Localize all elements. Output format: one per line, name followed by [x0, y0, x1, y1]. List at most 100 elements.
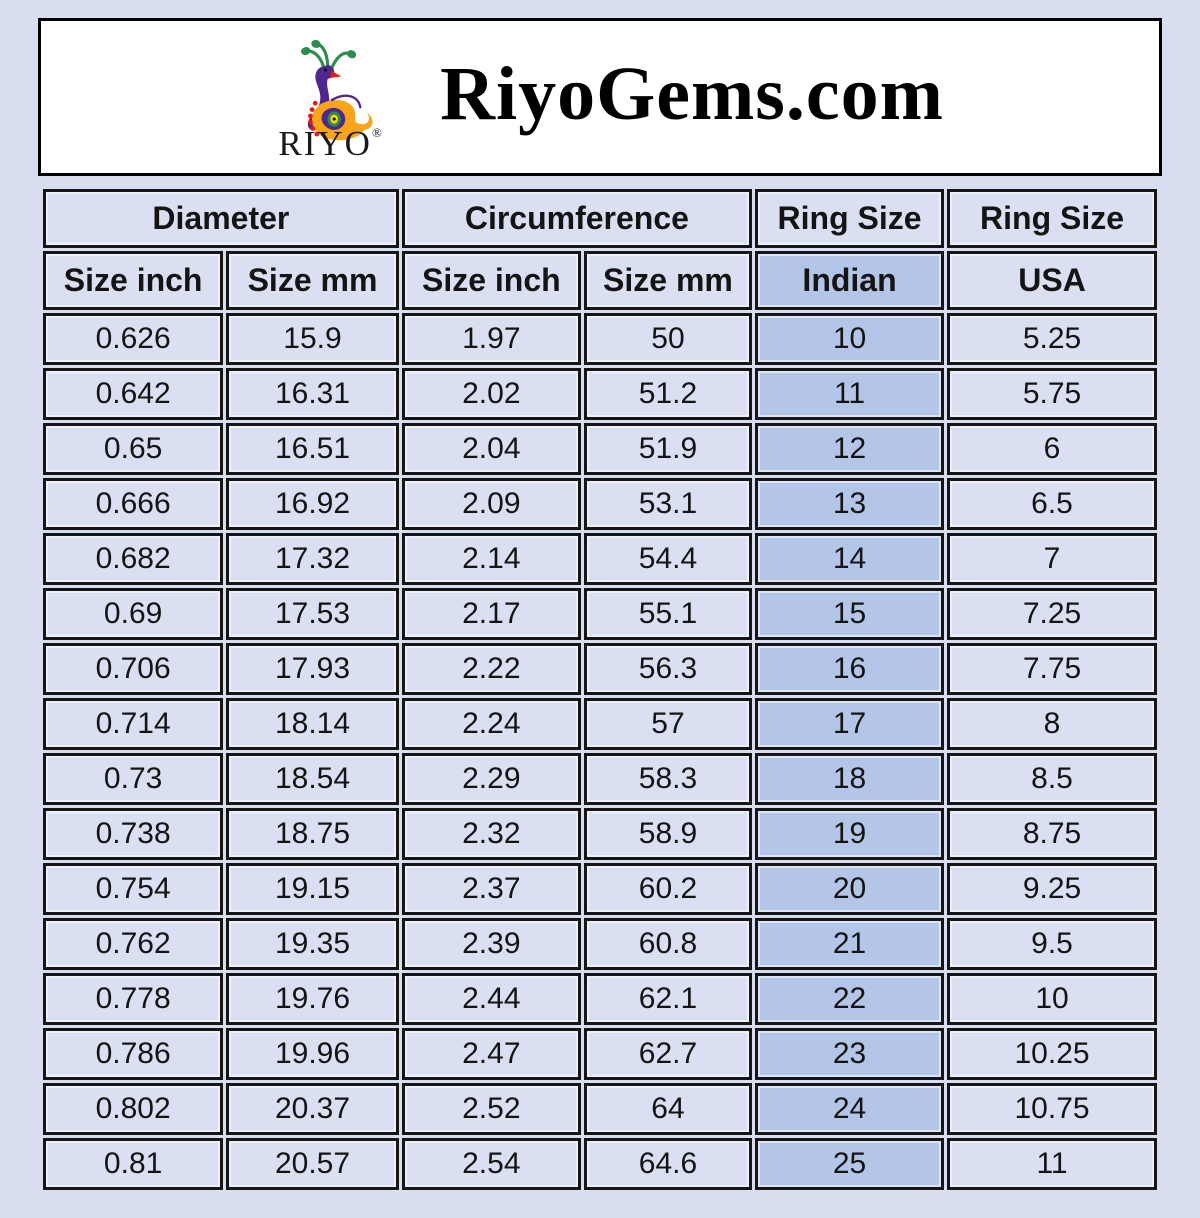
table-cell: 16.92: [226, 478, 399, 530]
table-cell: 0.778: [43, 973, 224, 1025]
ring-size-table: Diameter Circumference Ring Size Ring Si…: [40, 186, 1160, 1193]
table-cell: 60.2: [583, 863, 753, 915]
riyo-logo: RIYO®: [256, 36, 406, 161]
table-cell: 1.97: [401, 313, 581, 365]
col-header-diameter-size-inch: Size inch: [43, 251, 224, 310]
registered-mark: ®: [371, 124, 384, 140]
table-cell: 5.25: [947, 313, 1157, 365]
table-cell: 9.5: [947, 918, 1157, 970]
table-cell: 15.9: [226, 313, 399, 365]
table-cell: 2.37: [401, 863, 581, 915]
table-row: 0.666 16.92 2.09 53.1 13 6.5: [43, 478, 1157, 530]
table-row: 0.778 19.76 2.44 62.1 22 10: [43, 973, 1157, 1025]
table-cell: 0.786: [43, 1028, 224, 1080]
table-cell: 18.14: [226, 698, 399, 750]
table-cell: 20: [755, 863, 945, 915]
col-group-ring-size-usa: Ring Size: [947, 189, 1157, 248]
table-cell: 25: [755, 1138, 945, 1190]
table-cell: 54.4: [583, 533, 753, 585]
table-cell: 2.02: [401, 368, 581, 420]
table-cell: 17.93: [226, 643, 399, 695]
table-row: 0.682 17.32 2.14 54.4 14 7: [43, 533, 1157, 585]
table-row: 0.802 20.37 2.52 64 24 10.75: [43, 1083, 1157, 1135]
table-cell: 2.54: [401, 1138, 581, 1190]
column-group-row: Diameter Circumference Ring Size Ring Si…: [43, 189, 1157, 248]
table-cell: 51.2: [583, 368, 753, 420]
table-cell: 0.802: [43, 1083, 224, 1135]
table-cell: 0.762: [43, 918, 224, 970]
table-cell: 19: [755, 808, 945, 860]
table-cell: 2.52: [401, 1083, 581, 1135]
col-header-diameter-size-mm: Size mm: [226, 251, 399, 310]
table-cell: 11: [947, 1138, 1157, 1190]
table-row: 0.626 15.9 1.97 50 10 5.25: [43, 313, 1157, 365]
table-cell: 0.682: [43, 533, 224, 585]
table-cell: 0.706: [43, 643, 224, 695]
table-row: 0.69 17.53 2.17 55.1 15 7.25: [43, 588, 1157, 640]
table-cell: 10.25: [947, 1028, 1157, 1080]
brand-header: RIYO® RiyoGems.com: [38, 18, 1162, 176]
table-cell: 0.73: [43, 753, 224, 805]
table-cell: 2.14: [401, 533, 581, 585]
table-cell: 7: [947, 533, 1157, 585]
col-header-usa: USA: [947, 251, 1157, 310]
table-cell: 2.17: [401, 588, 581, 640]
table-row: 0.754 19.15 2.37 60.2 20 9.25: [43, 863, 1157, 915]
table-cell: 51.9: [583, 423, 753, 475]
table-cell: 60.8: [583, 918, 753, 970]
table-cell: 0.714: [43, 698, 224, 750]
table-cell: 2.24: [401, 698, 581, 750]
col-group-ring-size-indian: Ring Size: [755, 189, 945, 248]
table-cell: 57: [583, 698, 753, 750]
table-row: 0.81 20.57 2.54 64.6 25 11: [43, 1138, 1157, 1190]
table-cell: 14: [755, 533, 945, 585]
table-cell: 10: [755, 313, 945, 365]
table-cell: 56.3: [583, 643, 753, 695]
table-cell: 0.626: [43, 313, 224, 365]
table-cell: 2.44: [401, 973, 581, 1025]
table-cell: 18.75: [226, 808, 399, 860]
table-cell: 2.22: [401, 643, 581, 695]
table-cell: 20.37: [226, 1083, 399, 1135]
table-cell: 0.65: [43, 423, 224, 475]
table-cell: 0.81: [43, 1138, 224, 1190]
table-cell: 10.75: [947, 1083, 1157, 1135]
col-group-diameter: Diameter: [43, 189, 399, 248]
site-title: RiyoGems.com: [440, 51, 944, 136]
table-cell: 17.53: [226, 588, 399, 640]
table-cell: 2.39: [401, 918, 581, 970]
table-row: 0.73 18.54 2.29 58.3 18 8.5: [43, 753, 1157, 805]
logo-brand: RIYO: [278, 123, 372, 163]
table-cell: 8: [947, 698, 1157, 750]
col-header-circumference-size-inch: Size inch: [401, 251, 581, 310]
table-cell: 11: [755, 368, 945, 420]
table-cell: 62.7: [583, 1028, 753, 1080]
table-cell: 0.666: [43, 478, 224, 530]
col-group-circumference: Circumference: [401, 189, 753, 248]
table-cell: 20.57: [226, 1138, 399, 1190]
table-cell: 58.3: [583, 753, 753, 805]
table-row: 0.762 19.35 2.39 60.8 21 9.5: [43, 918, 1157, 970]
table-cell: 10: [947, 973, 1157, 1025]
table-cell: 0.69: [43, 588, 224, 640]
col-header-circumference-size-mm: Size mm: [583, 251, 753, 310]
table-cell: 18.54: [226, 753, 399, 805]
table-cell: 2.29: [401, 753, 581, 805]
table-cell: 17: [755, 698, 945, 750]
table-row: 0.642 16.31 2.02 51.2 11 5.75: [43, 368, 1157, 420]
table-cell: 6: [947, 423, 1157, 475]
table-cell: 21: [755, 918, 945, 970]
table-cell: 7.75: [947, 643, 1157, 695]
table-cell: 53.1: [583, 478, 753, 530]
table-cell: 64: [583, 1083, 753, 1135]
table-row: 0.65 16.51 2.04 51.9 12 6: [43, 423, 1157, 475]
logo-brand-text: RIYO®: [278, 126, 383, 161]
table-cell: 16.31: [226, 368, 399, 420]
table-cell: 2.32: [401, 808, 581, 860]
table-cell: 23: [755, 1028, 945, 1080]
table-cell: 0.738: [43, 808, 224, 860]
table-cell: 55.1: [583, 588, 753, 640]
table-cell: 0.754: [43, 863, 224, 915]
table-cell: 17.32: [226, 533, 399, 585]
table-cell: 16: [755, 643, 945, 695]
